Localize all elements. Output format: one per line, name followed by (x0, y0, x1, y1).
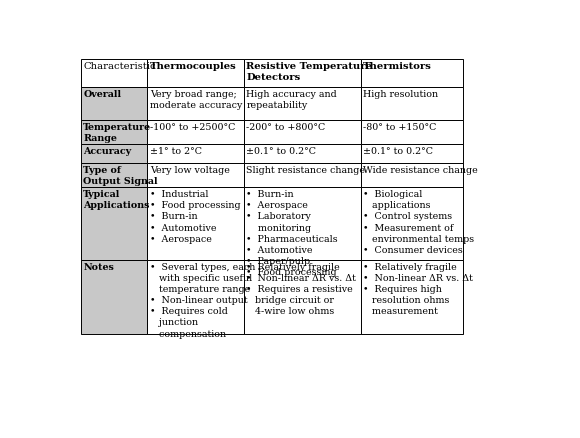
Bar (147, 163, 244, 188)
Bar (361, 60, 463, 88)
Bar (361, 188, 463, 260)
Bar (147, 60, 244, 88)
Text: •  Burn-in
•  Aerospace
•  Laboratory
    monitoring
•  Pharmaceuticals
•  Autom: • Burn-in • Aerospace • Laboratory monit… (246, 190, 338, 276)
Bar (147, 188, 244, 260)
Bar (244, 121, 361, 145)
Text: •  Relatively fragile
•  Non-linear ΔR vs. Δt
•  Requires a resistive
   bridge : • Relatively fragile • Non-linear ΔR vs.… (246, 262, 356, 316)
Text: •  Relatively fragile
•  Non-linear ΔR vs. Δt
•  Requires high
   resolution ohm: • Relatively fragile • Non-linear ΔR vs.… (363, 262, 473, 316)
Bar (147, 145, 244, 163)
Text: -100° to +2500°C: -100° to +2500°C (150, 123, 235, 132)
Text: •  Biological
   applications
•  Control systems
•  Measurement of
   environmen: • Biological applications • Control syst… (363, 190, 474, 254)
Text: Typical
Applications: Typical Applications (84, 190, 150, 210)
Bar (81, 145, 147, 163)
Text: •  Industrial
•  Food processing
•  Burn-in
•  Automotive
•  Aerospace: • Industrial • Food processing • Burn-in… (150, 190, 241, 243)
Bar (244, 88, 361, 121)
Bar (81, 121, 147, 145)
Bar (361, 163, 463, 188)
Bar (81, 260, 147, 335)
Bar (244, 60, 361, 88)
Text: -200° to +800°C: -200° to +800°C (246, 123, 326, 132)
Bar (244, 145, 361, 163)
Bar (244, 260, 361, 335)
Bar (81, 163, 147, 188)
Text: Thermocouples: Thermocouples (150, 62, 237, 71)
Text: Type of
Output Signal: Type of Output Signal (84, 166, 158, 186)
Text: Wide resistance change: Wide resistance change (363, 166, 478, 174)
Text: Accuracy: Accuracy (84, 147, 132, 156)
Text: Resistive Temperature
Detectors: Resistive Temperature Detectors (246, 62, 372, 82)
Bar (361, 145, 463, 163)
Bar (147, 88, 244, 121)
Bar (81, 60, 147, 88)
Bar (361, 121, 463, 145)
Text: Characteristic: Characteristic (84, 62, 156, 71)
Text: Temperature
Range: Temperature Range (84, 123, 151, 143)
Bar (81, 188, 147, 260)
Text: High accuracy and
repeatability: High accuracy and repeatability (246, 90, 337, 110)
Bar (244, 163, 361, 188)
Text: High resolution: High resolution (363, 90, 438, 99)
Text: Overall: Overall (84, 90, 121, 99)
Text: Very broad range;
moderate accuracy: Very broad range; moderate accuracy (150, 90, 242, 110)
Text: -80° to +150°C: -80° to +150°C (363, 123, 437, 132)
Bar (361, 260, 463, 335)
Bar (147, 121, 244, 145)
Text: ±0.1° to 0.2°C: ±0.1° to 0.2°C (363, 147, 433, 156)
Bar (361, 88, 463, 121)
Bar (147, 260, 244, 335)
Bar (244, 188, 361, 260)
Text: Notes: Notes (84, 262, 114, 271)
Text: •  Several types, each
   with specific useful
   temperature range
•  Non-linea: • Several types, each with specific usef… (150, 262, 255, 338)
Text: Thermistors: Thermistors (363, 62, 432, 71)
Text: ±1° to 2°C: ±1° to 2°C (150, 147, 202, 156)
Bar (81, 88, 147, 121)
Text: Very low voltage: Very low voltage (150, 166, 230, 174)
Text: ±0.1° to 0.2°C: ±0.1° to 0.2°C (246, 147, 317, 156)
Text: Slight resistance change: Slight resistance change (246, 166, 365, 174)
